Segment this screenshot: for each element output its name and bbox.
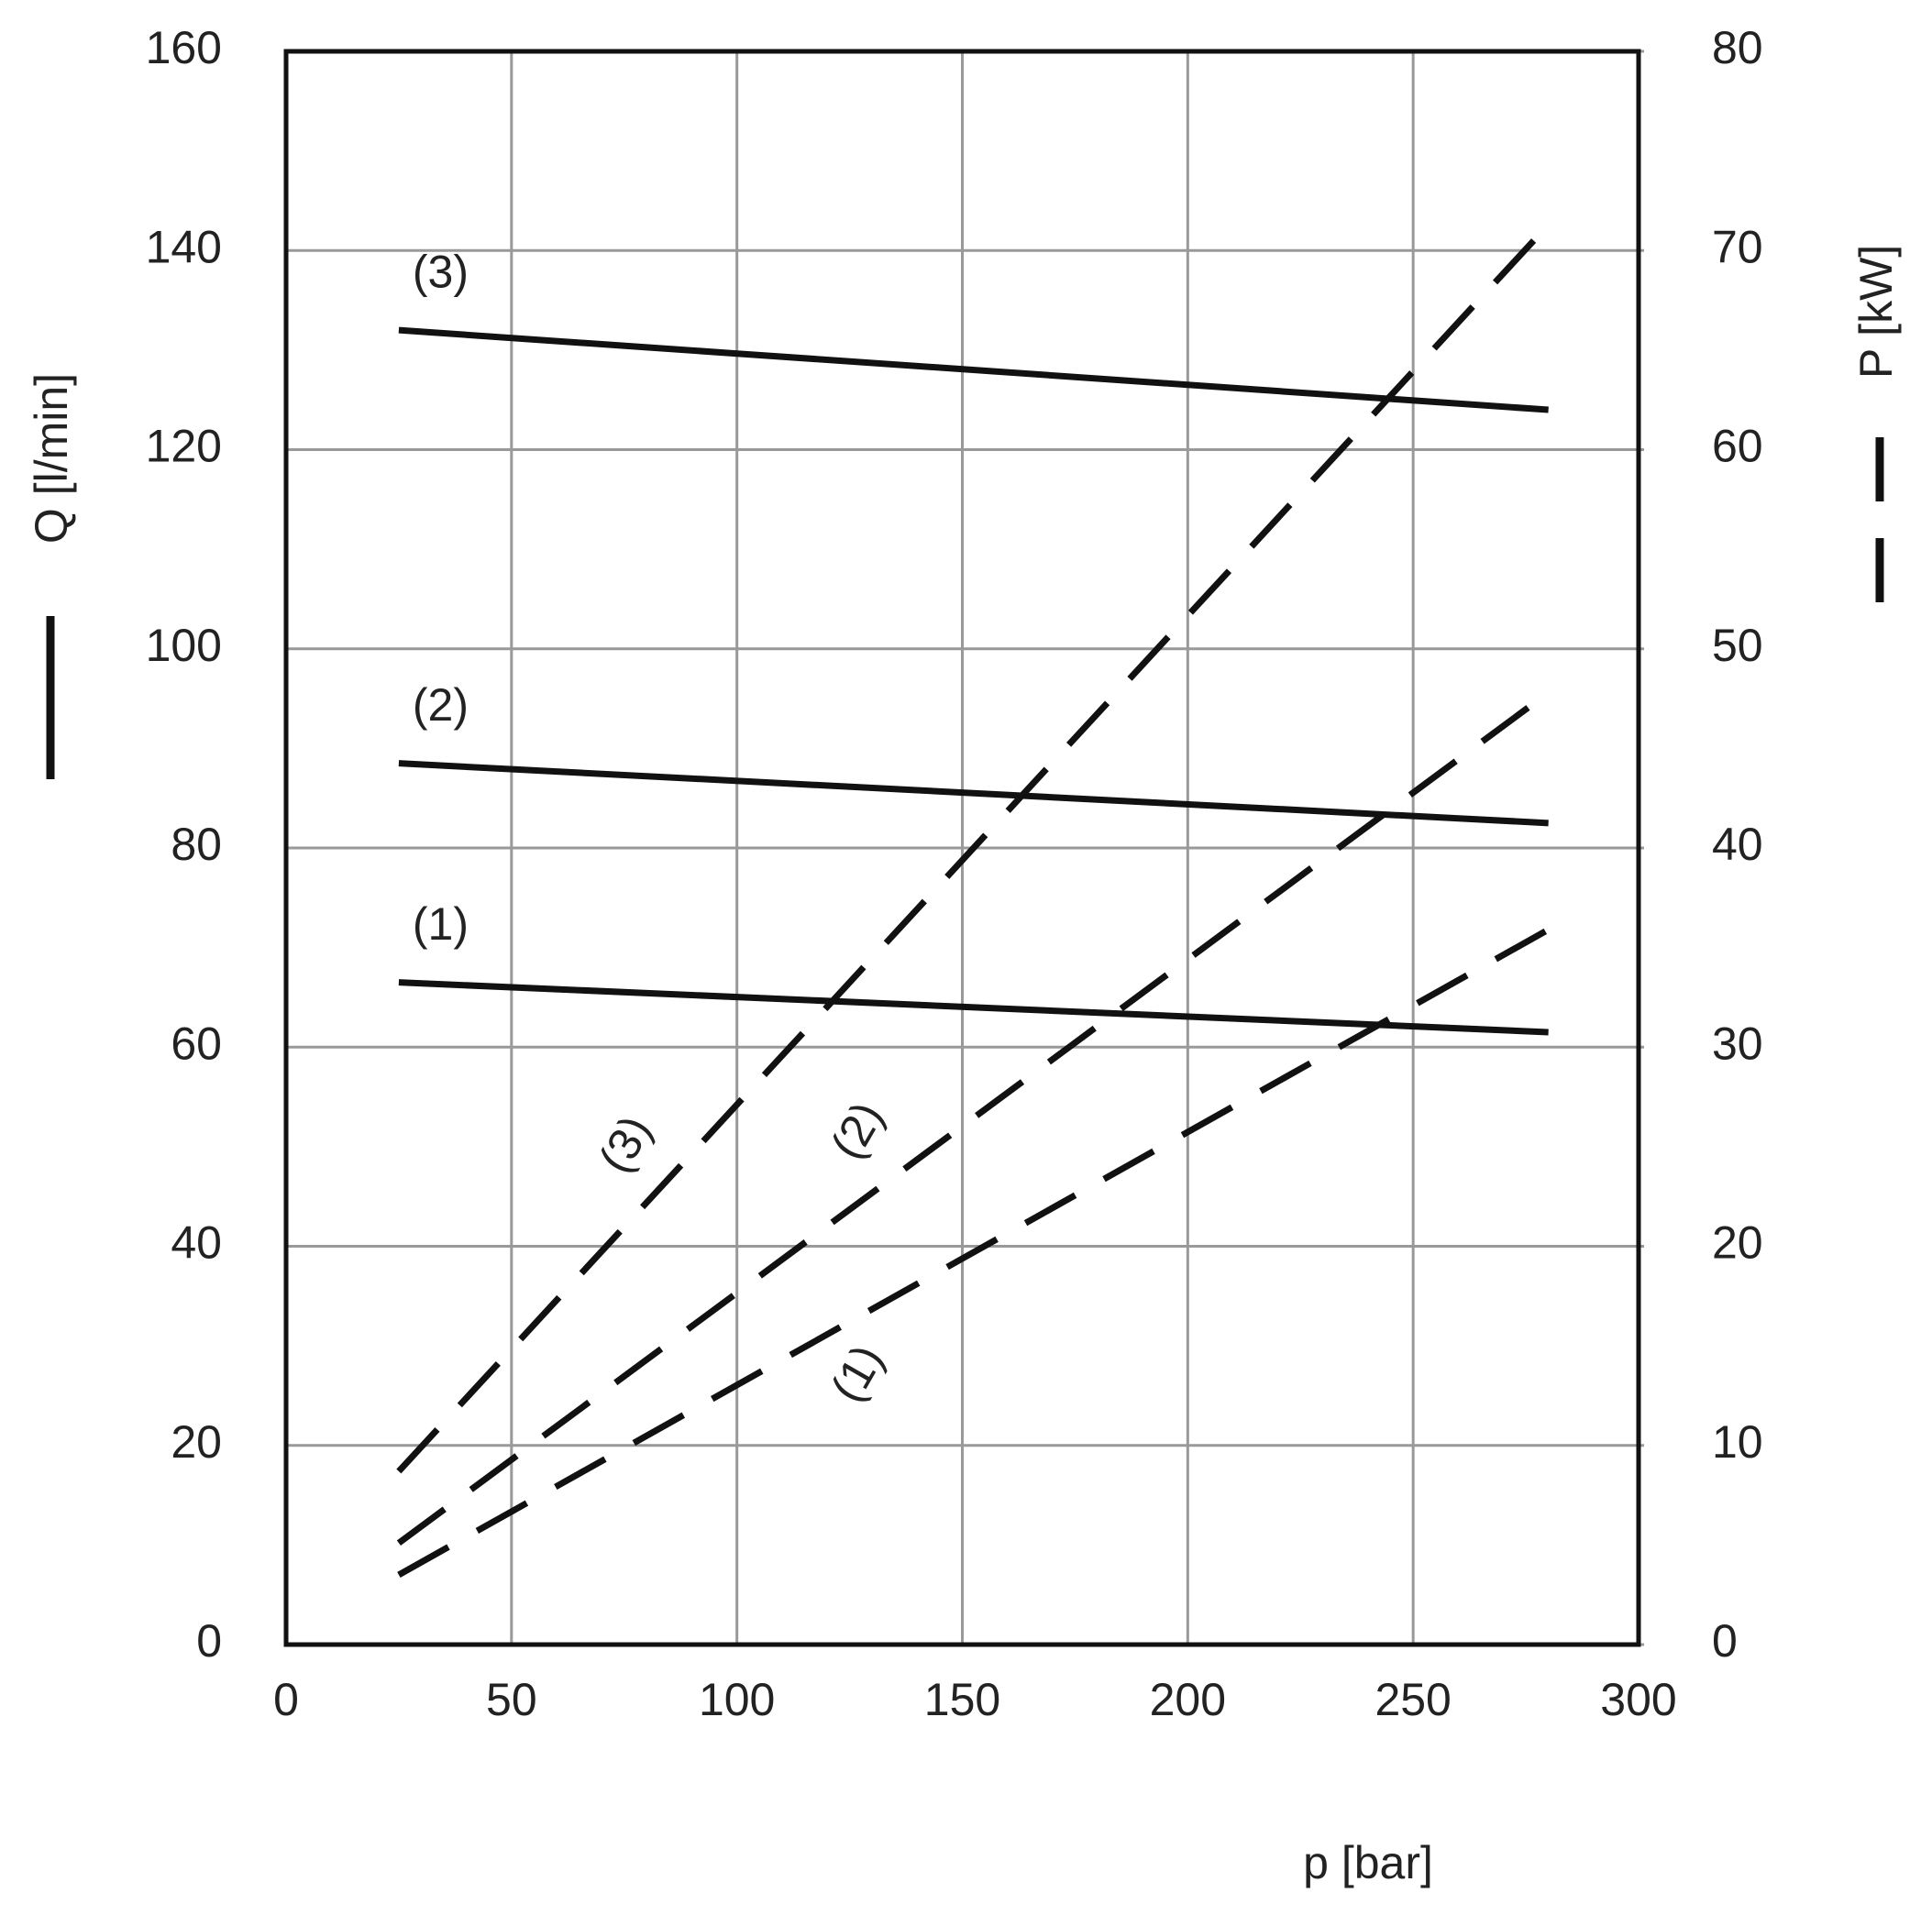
x-tick-label: 0 bbox=[273, 1674, 299, 1725]
x-axis-label: p [bar] bbox=[1303, 1837, 1433, 1888]
y-axis-label: Q [l/min] bbox=[26, 373, 77, 544]
flow-line bbox=[398, 326, 1549, 413]
series-label: (2) bbox=[413, 679, 469, 731]
y-tick-label: 60 bbox=[171, 1018, 222, 1069]
x-tick-label: 200 bbox=[1150, 1674, 1226, 1725]
y-tick-label: 40 bbox=[171, 1217, 222, 1269]
series-label: (1) bbox=[413, 898, 469, 950]
y-tick-label: 80 bbox=[171, 819, 222, 870]
y-tick-label: 120 bbox=[146, 421, 222, 472]
y2-tick-label: 60 bbox=[1712, 421, 1763, 472]
power-line bbox=[397, 927, 1551, 1579]
y2-tick-label: 40 bbox=[1712, 819, 1763, 870]
y-tick-label: 100 bbox=[146, 620, 222, 671]
y2-tick-label: 10 bbox=[1712, 1416, 1763, 1468]
series-label: (3) bbox=[589, 1107, 661, 1182]
y-tick-label: 160 bbox=[146, 22, 222, 73]
y-tick-label: 20 bbox=[171, 1416, 222, 1468]
x-tick-label: 150 bbox=[924, 1674, 1000, 1725]
x-tick-label: 100 bbox=[699, 1674, 775, 1725]
y2-tick-label: 70 bbox=[1712, 221, 1763, 272]
x-tick-label: 300 bbox=[1600, 1674, 1676, 1725]
y2-tick-label: 80 bbox=[1712, 22, 1763, 73]
y2-axis-label: P [kW] bbox=[1850, 245, 1902, 379]
y2-tick-label: 30 bbox=[1712, 1018, 1763, 1069]
power-line bbox=[396, 222, 1551, 1474]
y2-tick-label: 20 bbox=[1712, 1217, 1763, 1269]
y-tick-label: 140 bbox=[146, 221, 222, 272]
flow-line bbox=[398, 760, 1549, 827]
x-tick-label: 250 bbox=[1374, 1674, 1451, 1725]
plot-frame bbox=[283, 49, 1641, 1647]
x-tick-label: 50 bbox=[486, 1674, 537, 1725]
y2-tick-label: 50 bbox=[1712, 620, 1763, 671]
series-label: (1) bbox=[821, 1337, 893, 1411]
series-label: (3) bbox=[413, 246, 469, 297]
power-line bbox=[396, 689, 1551, 1546]
series-label: (2) bbox=[821, 1094, 893, 1168]
y-tick-label: 0 bbox=[196, 1615, 222, 1667]
flow-line bbox=[398, 979, 1549, 1036]
y2-tick-label: 0 bbox=[1712, 1615, 1738, 1667]
